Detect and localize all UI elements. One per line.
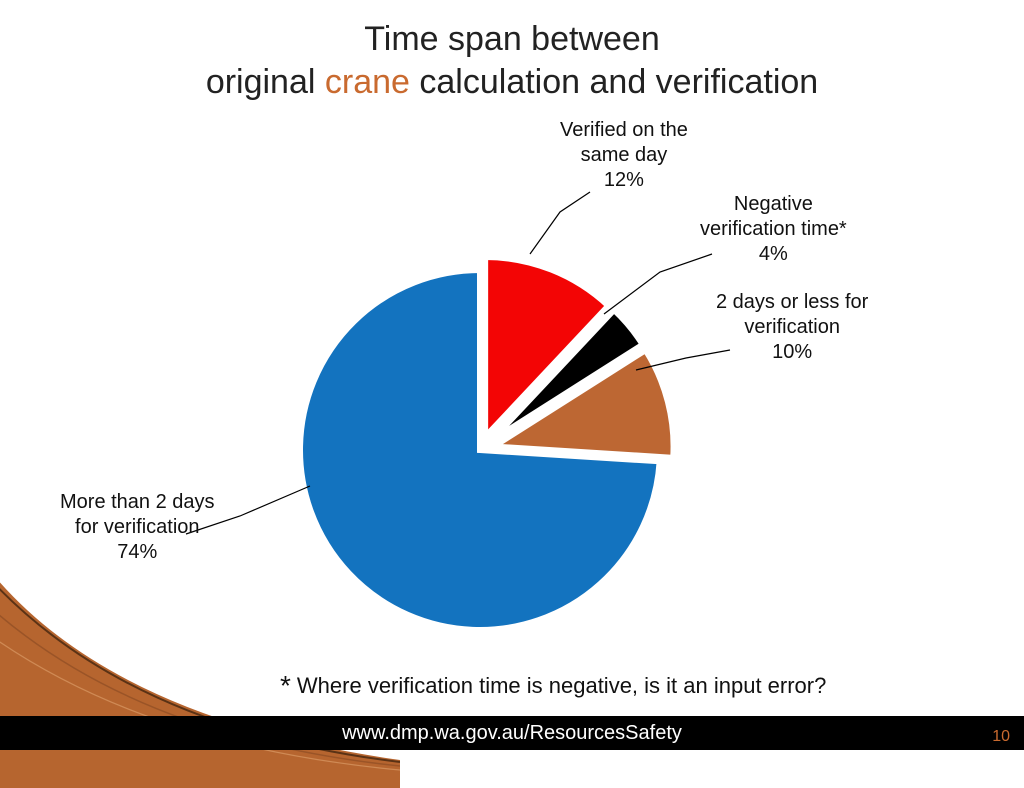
slice-label-negative_time: Negativeverification time*4% <box>700 192 847 267</box>
slice-label-verified_same_day: Verified on thesame day12% <box>560 118 688 193</box>
footnote: *Where verification time is negative, is… <box>280 670 826 702</box>
page-number: 10 <box>992 728 1010 746</box>
footnote-marker: * <box>280 670 291 701</box>
leader-line-negative_time <box>604 254 712 314</box>
leader-line-verified_same_day <box>530 192 590 254</box>
title-line2a: original <box>206 63 325 101</box>
footer-bar: www.dmp.wa.gov.au/ResourcesSafety <box>0 716 1024 750</box>
chart-area: More than 2 daysfor verification74% Verif… <box>0 100 1024 640</box>
footer-url: www.dmp.wa.gov.au/ResourcesSafety <box>342 722 682 744</box>
footnote-text: Where verification time is negative, is … <box>297 673 826 698</box>
title-accent: crane <box>325 63 410 101</box>
title-line2b: calculation and verification <box>410 63 818 101</box>
title-line1: Time span between <box>364 20 659 58</box>
slice-label-more_than_2_days: More than 2 daysfor verification74% <box>60 490 215 565</box>
slice-label-two_days_or_less: 2 days or less forverification10% <box>716 290 868 365</box>
slide-title: Time span between original crane calcula… <box>0 18 1024 103</box>
